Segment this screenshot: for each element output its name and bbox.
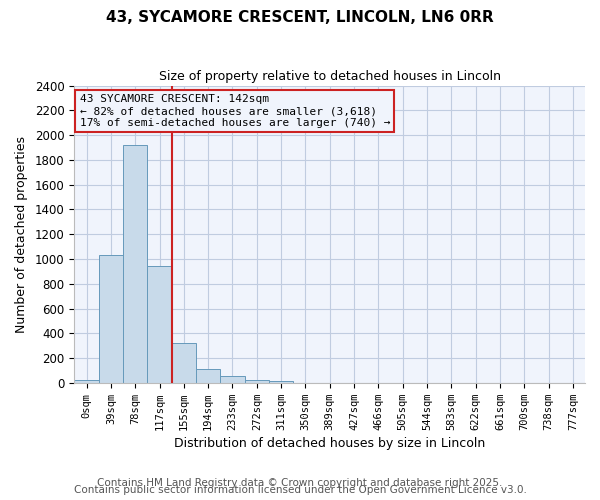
Title: Size of property relative to detached houses in Lincoln: Size of property relative to detached ho… <box>159 70 501 83</box>
Bar <box>148 266 172 383</box>
Bar <box>74 380 99 383</box>
Bar <box>196 369 220 383</box>
Text: 43, SYCAMORE CRESCENT, LINCOLN, LN6 0RR: 43, SYCAMORE CRESCENT, LINCOLN, LN6 0RR <box>106 10 494 25</box>
Bar <box>99 256 123 383</box>
Bar <box>123 145 148 383</box>
Text: Contains public sector information licensed under the Open Government Licence v3: Contains public sector information licen… <box>74 485 526 495</box>
Bar <box>172 343 196 383</box>
Bar <box>245 380 269 383</box>
Text: 43 SYCAMORE CRESCENT: 142sqm
← 82% of detached houses are smaller (3,618)
17% of: 43 SYCAMORE CRESCENT: 142sqm ← 82% of de… <box>80 94 390 128</box>
X-axis label: Distribution of detached houses by size in Lincoln: Distribution of detached houses by size … <box>174 437 485 450</box>
Y-axis label: Number of detached properties: Number of detached properties <box>15 136 28 332</box>
Bar <box>220 376 245 383</box>
Text: Contains HM Land Registry data © Crown copyright and database right 2025.: Contains HM Land Registry data © Crown c… <box>97 478 503 488</box>
Bar <box>269 380 293 383</box>
